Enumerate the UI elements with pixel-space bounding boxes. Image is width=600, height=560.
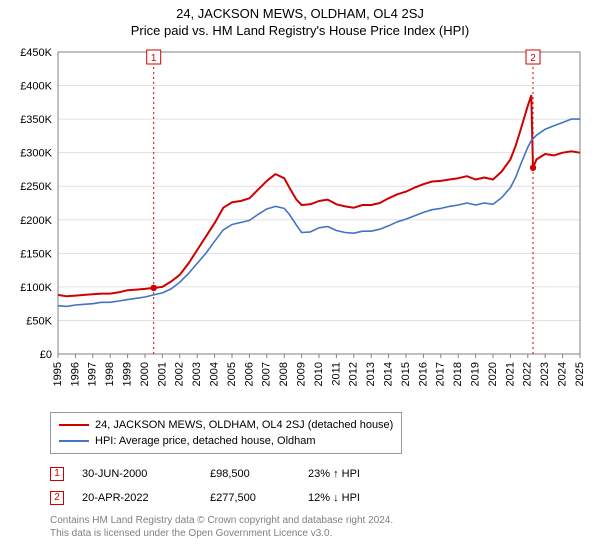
svg-text:2019: 2019: [470, 362, 482, 386]
svg-text:2009: 2009: [296, 362, 308, 386]
svg-text:2021: 2021: [504, 362, 516, 386]
sale-marker-row: 1 30-JUN-2000 £98,500 23% ↑ HPI: [50, 464, 590, 484]
svg-text:£200K: £200K: [20, 215, 52, 227]
legend: 24, JACKSON MEWS, OLDHAM, OL4 2SJ (detac…: [50, 412, 402, 454]
svg-text:2016: 2016: [417, 362, 429, 386]
sale-date: 30-JUN-2000: [82, 464, 192, 484]
footer-line-2: This data is licensed under the Open Gov…: [50, 527, 590, 540]
svg-text:2017: 2017: [435, 362, 447, 386]
svg-text:2003: 2003: [191, 362, 203, 386]
sale-pct-vs-hpi: 12% ↓ HPI: [308, 488, 398, 508]
svg-text:2025: 2025: [574, 362, 586, 386]
legend-item: HPI: Average price, detached house, Oldh…: [59, 433, 393, 449]
footer-note: Contains HM Land Registry data © Crown c…: [50, 514, 590, 540]
svg-text:1999: 1999: [122, 362, 134, 386]
svg-text:2020: 2020: [487, 362, 499, 386]
svg-text:2005: 2005: [226, 362, 238, 386]
svg-text:2000: 2000: [139, 362, 151, 386]
svg-text:£150K: £150K: [20, 248, 52, 260]
sale-badge: 2: [50, 491, 64, 505]
legend-item: 24, JACKSON MEWS, OLDHAM, OL4 2SJ (detac…: [59, 417, 393, 433]
line-chart-svg: £0 £50K £100K £150K £200K £250K £300K £350K £400…: [10, 44, 590, 404]
legend-swatch: [59, 424, 89, 426]
svg-text:2014: 2014: [383, 362, 395, 386]
svg-text:2013: 2013: [365, 362, 377, 386]
sale-marker-row: 2 20-APR-2022 £277,500 12% ↓ HPI: [50, 488, 590, 508]
sale-date: 20-APR-2022: [82, 488, 192, 508]
svg-text:1996: 1996: [69, 362, 81, 386]
svg-text:2022: 2022: [522, 362, 534, 386]
svg-text:2007: 2007: [261, 362, 273, 386]
svg-text:2018: 2018: [452, 362, 464, 386]
sales-marker-table: 1 30-JUN-2000 £98,500 23% ↑ HPI 2 20-APR-2022…: [50, 464, 590, 508]
svg-text:2015: 2015: [400, 362, 412, 386]
svg-text:2011: 2011: [330, 362, 342, 386]
legend-label: 24, JACKSON MEWS, OLDHAM, OL4 2SJ (detac…: [95, 417, 393, 433]
sale-badge: 1: [50, 467, 64, 481]
svg-text:1: 1: [151, 53, 157, 64]
svg-text:£250K: £250K: [20, 181, 52, 193]
svg-text:1995: 1995: [52, 362, 64, 386]
svg-text:2004: 2004: [209, 362, 221, 386]
footer-line-1: Contains HM Land Registry data © Crown c…: [50, 514, 590, 527]
legend-swatch: [59, 440, 89, 442]
sale-price: £277,500: [210, 488, 290, 508]
chart-area: £0 £50K £100K £150K £200K £250K £300K £350K £400…: [10, 44, 590, 404]
svg-text:£300K: £300K: [20, 148, 52, 160]
legend-label: HPI: Average price, detached house, Oldh…: [95, 433, 316, 449]
svg-text:2: 2: [530, 53, 536, 64]
svg-text:£350K: £350K: [20, 114, 52, 126]
svg-text:2010: 2010: [313, 362, 325, 386]
chart-title: 24, JACKSON MEWS, OLDHAM, OL4 2SJ: [10, 6, 590, 21]
svg-text:2012: 2012: [348, 362, 360, 386]
svg-text:£0: £0: [40, 349, 52, 361]
svg-text:2024: 2024: [557, 362, 569, 386]
chart-subtitle: Price paid vs. HM Land Registry's House …: [10, 23, 590, 38]
svg-text:2006: 2006: [243, 362, 255, 386]
svg-text:£50K: £50K: [26, 315, 52, 327]
sale-pct-vs-hpi: 23% ↑ HPI: [308, 464, 398, 484]
svg-text:£450K: £450K: [20, 47, 52, 59]
sale-price: £98,500: [210, 464, 290, 484]
svg-text:1997: 1997: [87, 362, 99, 386]
svg-text:2001: 2001: [156, 362, 168, 386]
svg-text:2023: 2023: [539, 362, 551, 386]
svg-text:2008: 2008: [278, 362, 290, 386]
svg-text:£100K: £100K: [20, 282, 52, 294]
svg-text:2002: 2002: [174, 362, 186, 386]
svg-text:1998: 1998: [104, 362, 116, 386]
svg-text:£400K: £400K: [20, 81, 52, 93]
